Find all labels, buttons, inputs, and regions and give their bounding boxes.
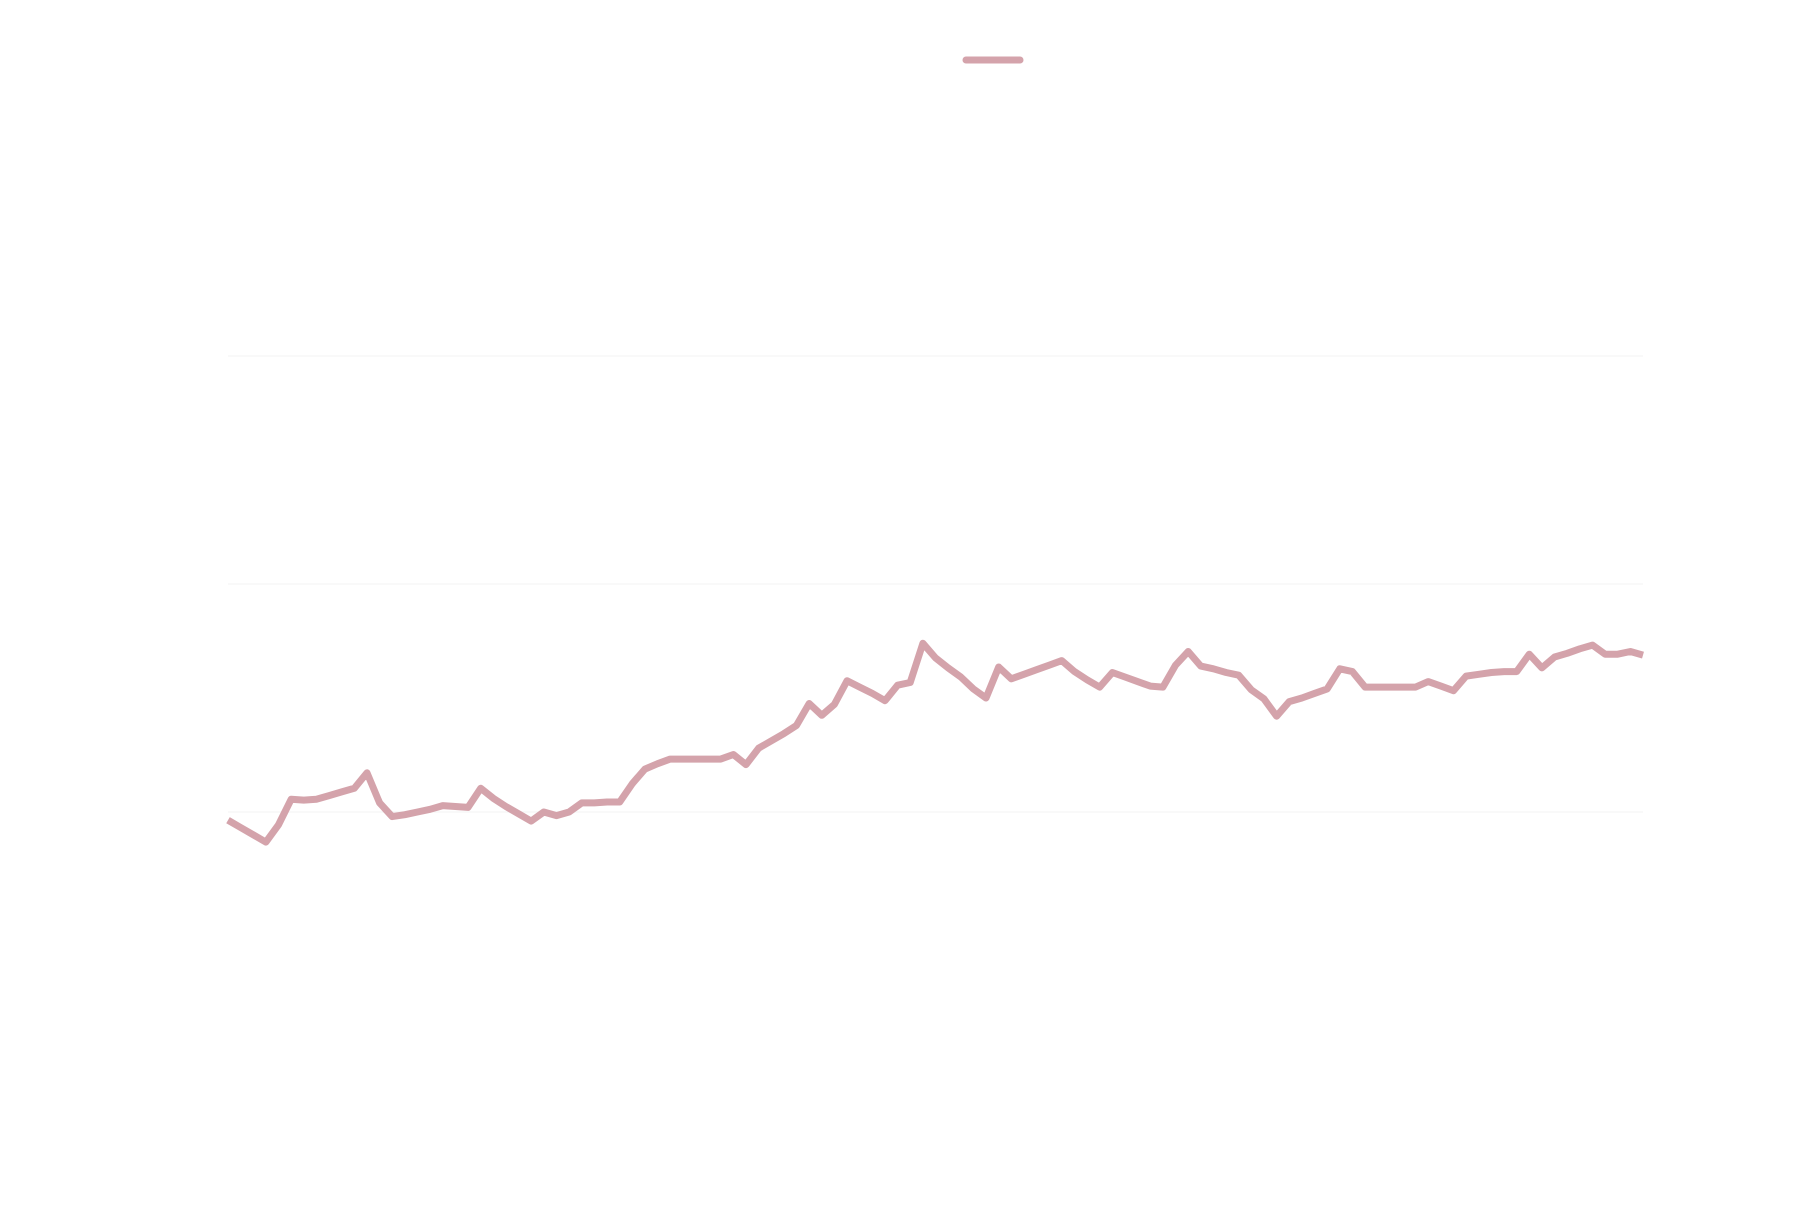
grid-lines [228,355,1643,813]
series-group [226,639,1644,846]
series-line-0 [226,639,1644,846]
